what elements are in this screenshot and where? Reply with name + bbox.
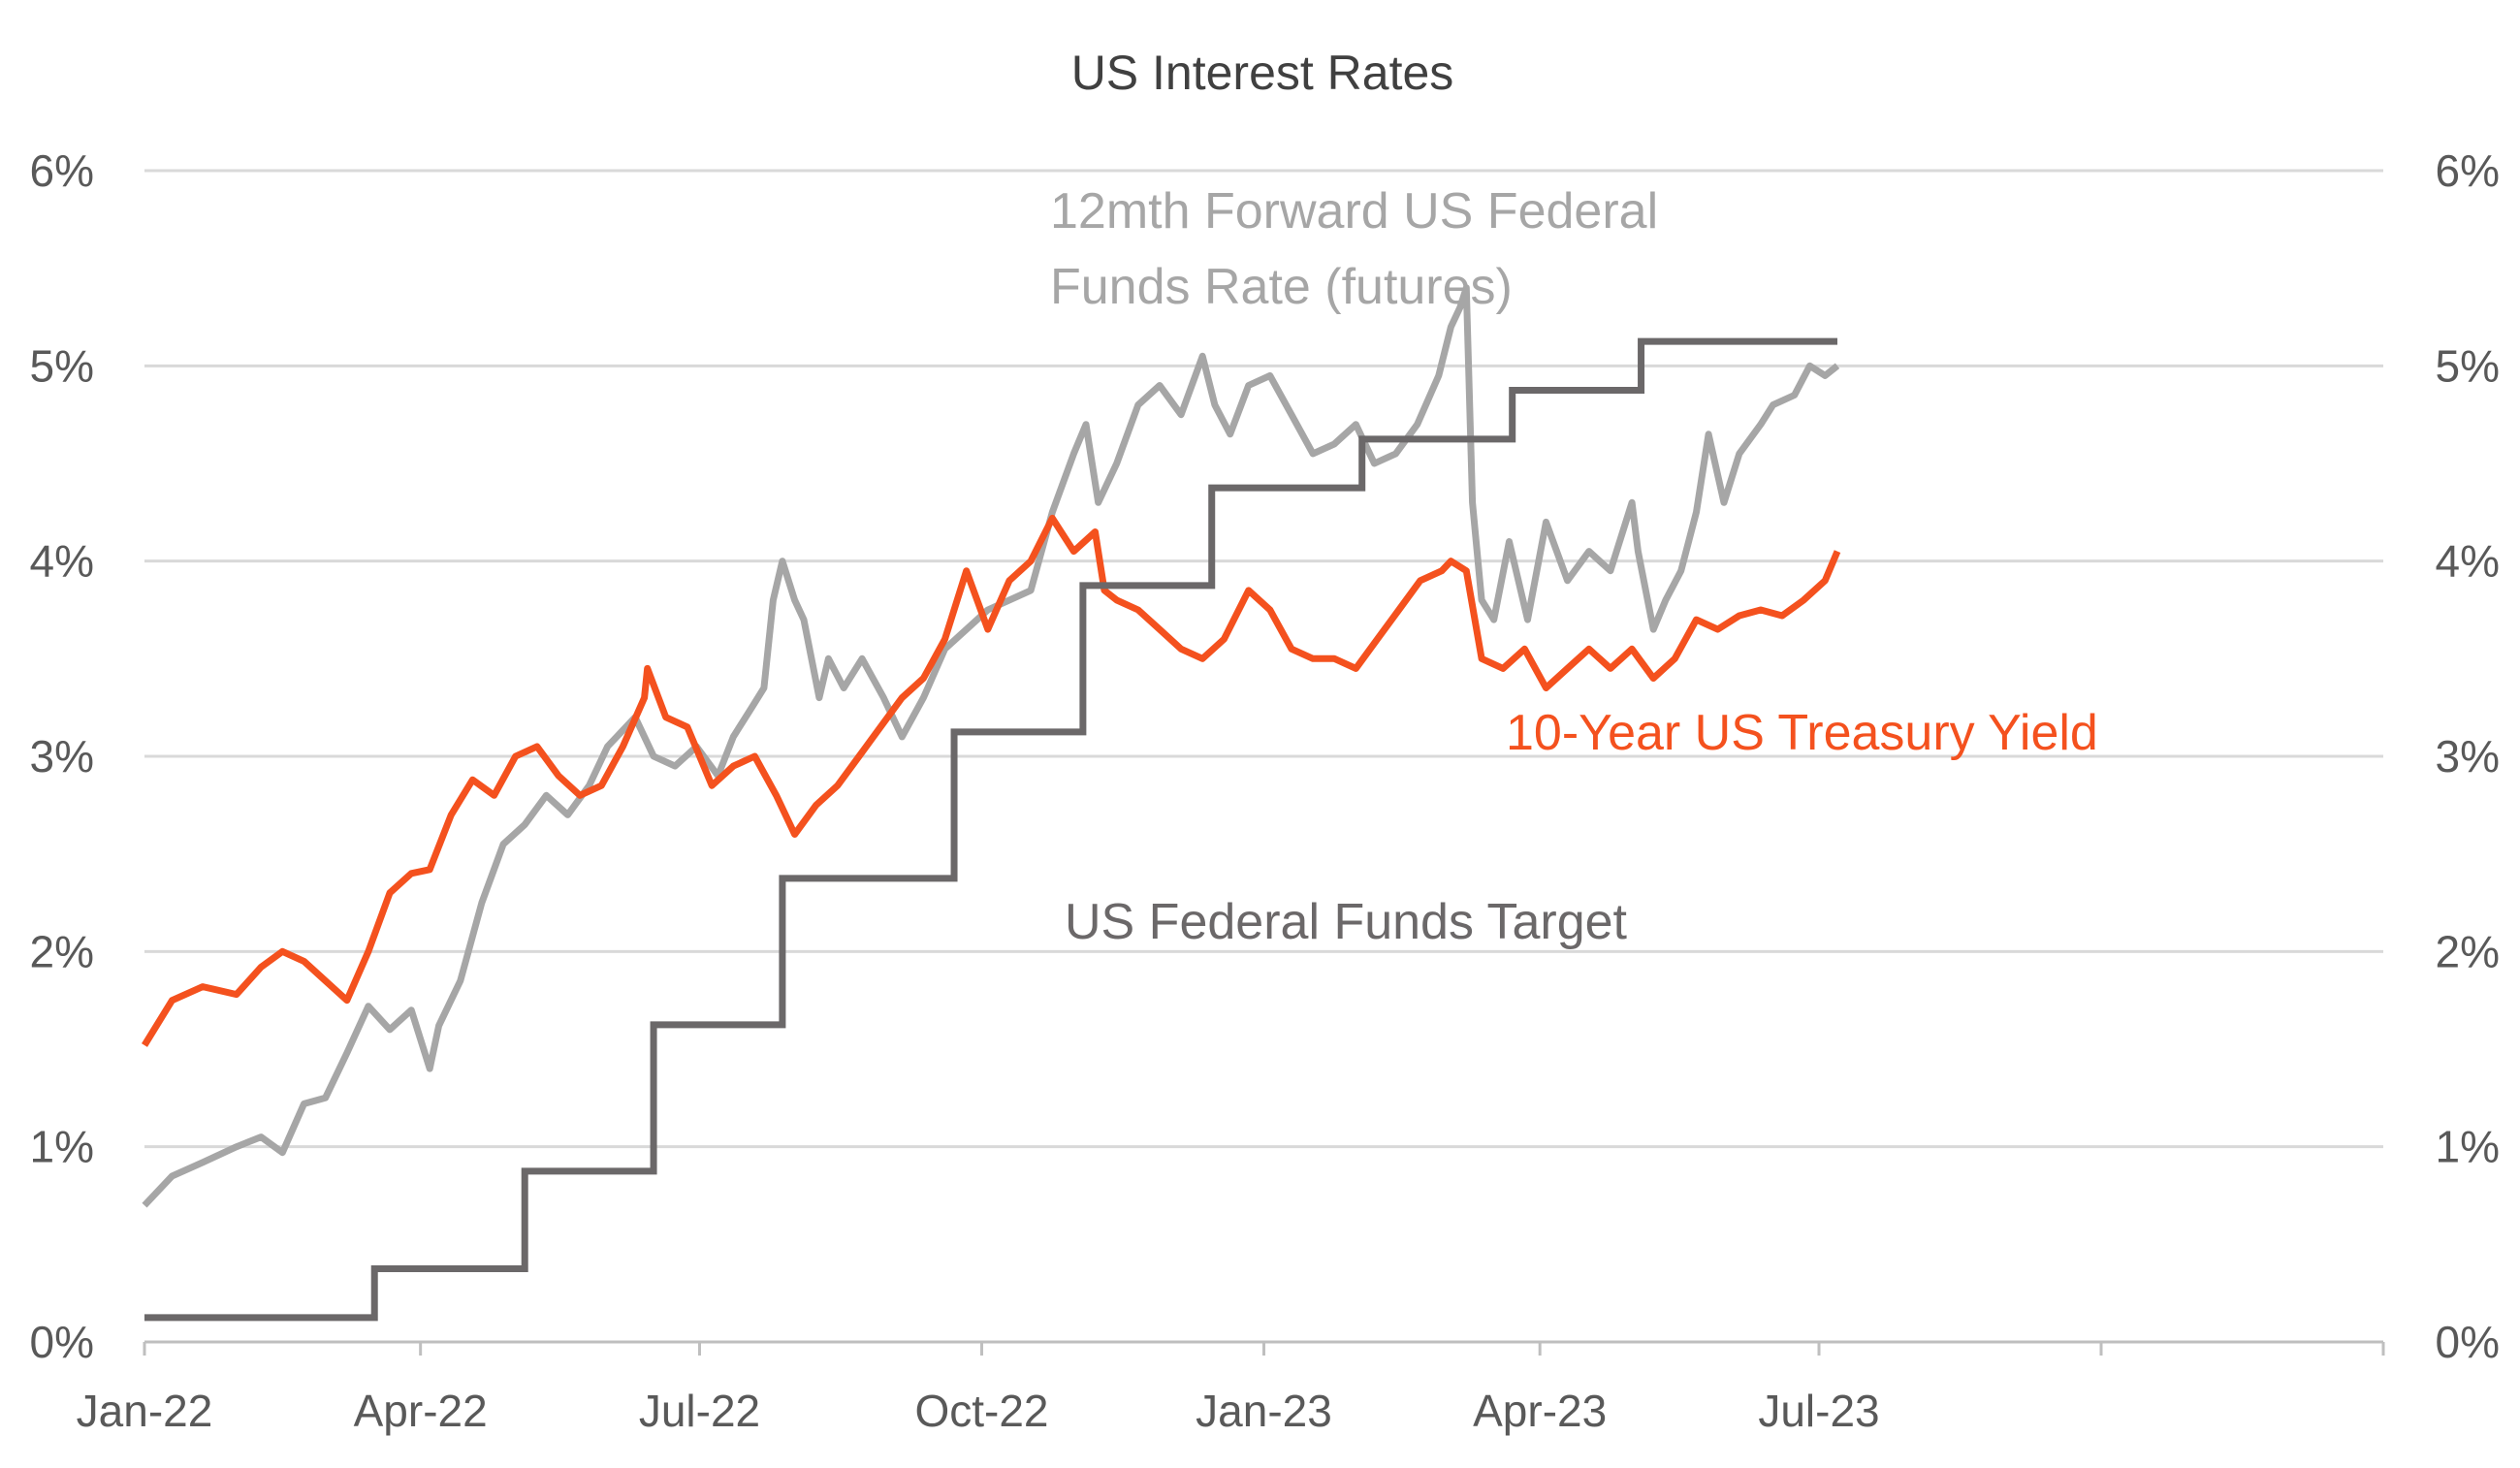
x-tick-label: Jul-23 xyxy=(1758,1386,1879,1436)
y-tick-label-left: 6% xyxy=(30,145,94,196)
treasury-series-label: 10-Year US Treasury Yield xyxy=(1506,705,2098,761)
x-tick-label: Jul-22 xyxy=(639,1386,760,1436)
y-tick-label-right: 2% xyxy=(2436,926,2500,976)
y-tick-label-left: 4% xyxy=(30,536,94,587)
x-tick-label: Oct-22 xyxy=(914,1386,1048,1436)
x-tick-label: Apr-23 xyxy=(1473,1386,1607,1436)
x-axis xyxy=(143,1340,2385,1356)
chart-title: US Interest Rates xyxy=(1071,46,1454,100)
y-axis-right: 0% 1% 2% 3% 4% 5% 6% xyxy=(2436,145,2500,1367)
x-tick-label: Jan-23 xyxy=(1196,1386,1332,1436)
y-tick-label-left: 0% xyxy=(30,1317,94,1367)
y-tick-label-right: 6% xyxy=(2436,145,2500,196)
y-tick-label-left: 3% xyxy=(30,731,94,782)
futures-series-label-line1: 12mth Forward US Federal xyxy=(1050,183,1658,239)
y-axis-left: 0% 1% 2% 3% 4% 5% 6% xyxy=(30,145,94,1367)
gridlines xyxy=(144,169,2383,1149)
fed-funds-target-step xyxy=(144,337,1837,1322)
y-tick-label-right: 0% xyxy=(2436,1317,2500,1367)
y-tick-label-right: 5% xyxy=(2436,340,2500,391)
y-tick-label-left: 1% xyxy=(30,1122,94,1172)
target-series-label: US Federal Funds Target xyxy=(1065,894,1628,950)
y-tick-label-left: 2% xyxy=(30,926,94,976)
x-axis-ticks: Jan-22 Apr-22 Jul-22 Oct-22 Jan-23 Apr-23 Jul-… xyxy=(77,1386,1880,1436)
x-tick-label: Jan-22 xyxy=(77,1386,213,1436)
futures-series-label-line2: Funds Rate (futures) xyxy=(1050,259,1513,315)
treasury-yield-line xyxy=(142,514,1841,1047)
futures-rate-line xyxy=(142,284,1840,1208)
y-tick-label-right: 4% xyxy=(2436,536,2500,587)
y-tick-label-left: 5% xyxy=(30,340,94,391)
x-tick-label: Apr-22 xyxy=(354,1386,488,1436)
y-tick-label-right: 3% xyxy=(2436,731,2500,782)
y-tick-label-right: 1% xyxy=(2436,1122,2500,1172)
series-lines xyxy=(142,284,1841,1322)
